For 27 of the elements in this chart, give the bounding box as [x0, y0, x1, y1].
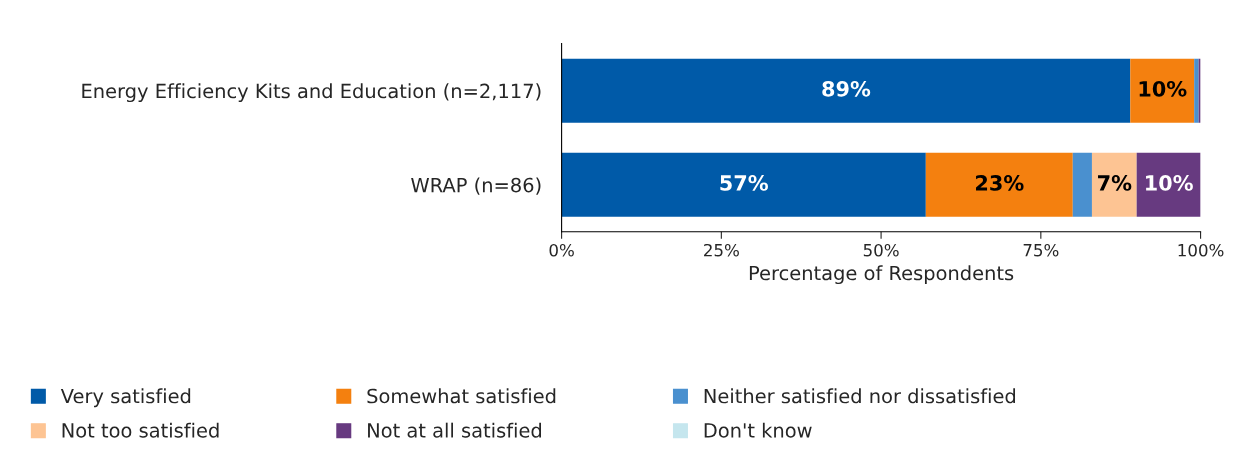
x-tick-label: 0%: [549, 243, 574, 257]
data-label: 89%: [822, 80, 871, 97]
x-tick-label: 75%: [1023, 243, 1059, 257]
legend-label: Not too satisfied: [62, 422, 219, 438]
x-tick-label: 25%: [704, 243, 739, 257]
bar: [1072, 152, 1092, 217]
legend-label: Don't know: [704, 422, 812, 438]
x-tick-label: 100%: [1178, 243, 1224, 257]
x-tick-label: 50%: [863, 243, 899, 257]
data-label: 7%: [1098, 175, 1132, 191]
bar: [1130, 58, 1195, 123]
bar: [1091, 152, 1137, 217]
y-tick-label: WRAP (n=86): [411, 177, 541, 195]
data-label: 23%: [976, 175, 1024, 191]
bar: [925, 152, 1073, 217]
bar: [1194, 58, 1199, 123]
bar: [561, 152, 926, 217]
y-tick-label: Energy Efficiency Kits and Education (n=2,117): [82, 83, 541, 103]
legend-label: Somewhat satisfied: [367, 388, 556, 404]
data-label: 10%: [1146, 175, 1193, 191]
x-axis-title: Percentage of Respondents: [749, 265, 1014, 285]
legend-label: Not at all satisfied: [368, 422, 541, 438]
data-label: 57%: [720, 175, 768, 191]
data-label: 10%: [1139, 80, 1187, 97]
legend-label: Neither satisfied nor dissatisfied: [704, 388, 1016, 404]
bar: [1136, 152, 1201, 217]
legend-label: Very satisfied: [60, 388, 191, 408]
